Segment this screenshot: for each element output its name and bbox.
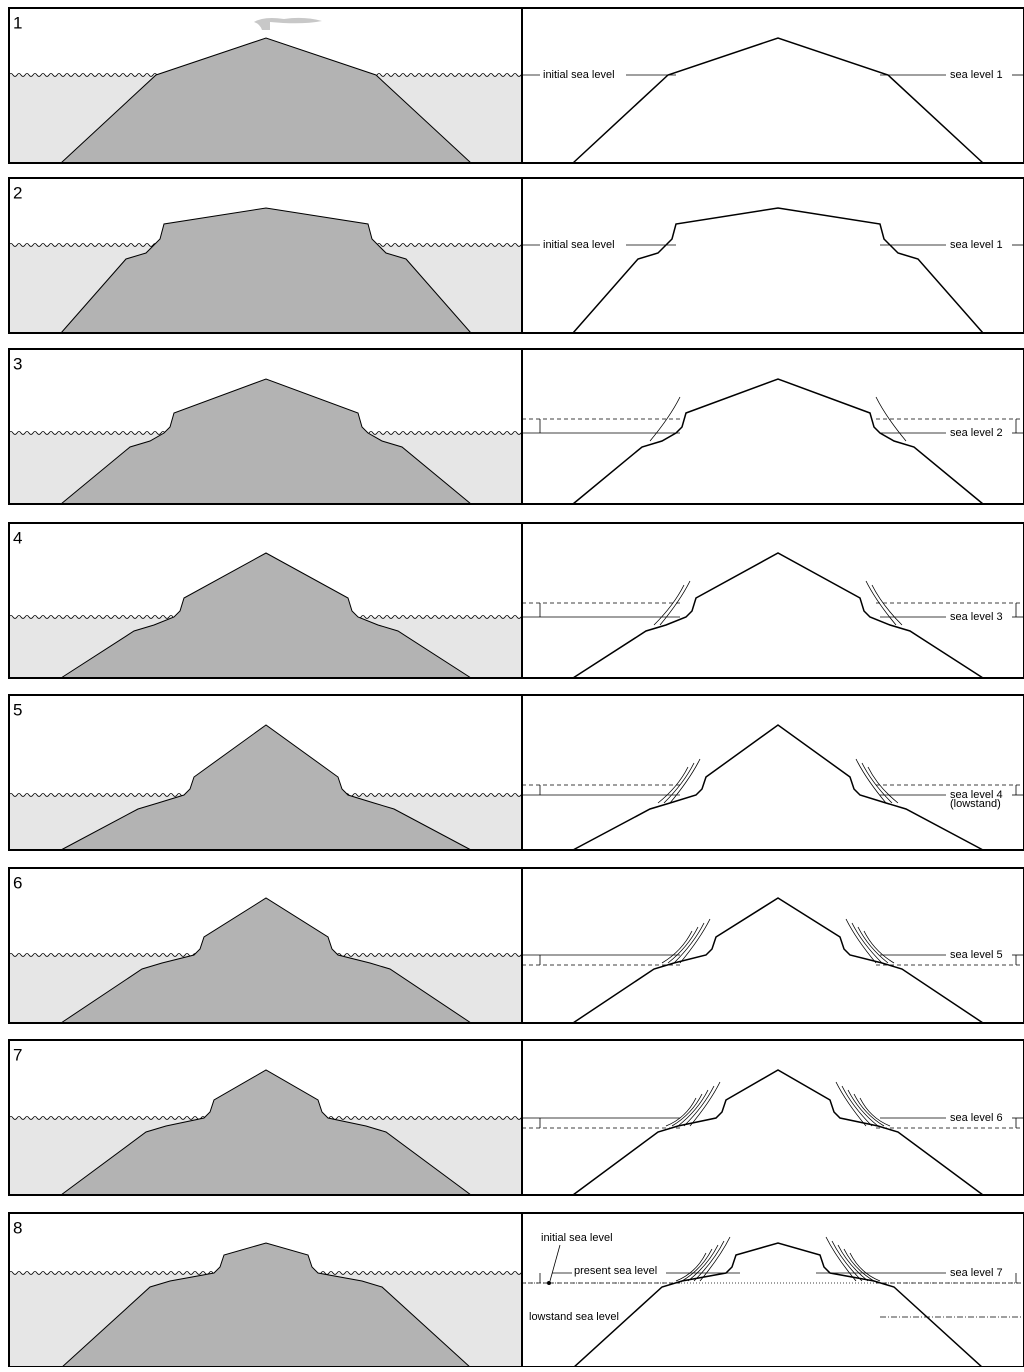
sea-level-label: lowstand sea level	[529, 1311, 619, 1323]
sea-level-label: sea level 3	[950, 611, 1003, 623]
reef-layer	[677, 1089, 709, 1127]
reef-layer	[845, 918, 877, 964]
reef-layer	[663, 762, 695, 804]
right-frame	[521, 7, 1024, 164]
sea-level-label: sea level 2	[950, 427, 1003, 439]
reef-layer	[871, 584, 903, 626]
reef-layer	[855, 758, 887, 804]
reef-layer	[699, 1236, 731, 1282]
reef-layer	[675, 1252, 707, 1282]
sea-level-label: present sea level	[574, 1265, 657, 1277]
reef-layer	[831, 1240, 863, 1282]
reef-layer	[649, 396, 681, 442]
reef-layer	[847, 1089, 879, 1127]
sea-level-label: sea level 6	[950, 1112, 1003, 1124]
panel-row: 2 initial sea level sea level 1	[8, 177, 1024, 334]
island-outline	[572, 552, 984, 679]
island-outline	[572, 207, 984, 334]
reef-layer	[863, 930, 895, 964]
sea-level-label: sea level 1	[950, 69, 1003, 81]
right-frame	[521, 348, 1024, 505]
right-frame	[521, 177, 1024, 334]
reef-layer	[861, 762, 893, 804]
reef-layer	[875, 396, 907, 442]
reef-layer	[835, 1081, 867, 1127]
panel-row: 5 sea level 4(lowstand)	[8, 694, 1024, 851]
island	[60, 724, 472, 851]
sea-level-label: sea level 4	[950, 789, 1003, 801]
reef-layer	[843, 1248, 875, 1282]
reef-layer	[837, 1244, 869, 1282]
reef-layer	[857, 926, 889, 964]
panel-row: 6 sea level 5	[8, 867, 1024, 1024]
reef-layer	[851, 922, 883, 964]
reef-layer	[841, 1085, 873, 1127]
sea-level-label: initial sea level	[543, 69, 615, 81]
reef-layer	[673, 922, 705, 964]
sea-level-label: sea level 7	[950, 1267, 1003, 1279]
reef-layer	[665, 1097, 697, 1127]
reef-layer	[825, 1236, 857, 1282]
sea-level-label: sea level 1	[950, 239, 1003, 251]
island	[59, 207, 473, 334]
panel-row: 4 sea level 3	[8, 522, 1024, 679]
panel-number: 3	[13, 354, 22, 373]
reef-layer	[669, 758, 701, 804]
panel-row: 7 sea level 6	[8, 1039, 1024, 1196]
sea-level-label: initial sea level	[543, 239, 615, 251]
reef-layer	[689, 1081, 721, 1127]
panel-number: 4	[13, 528, 22, 547]
sea-level-label: sea level 5	[950, 949, 1003, 961]
reef-layer	[681, 1248, 713, 1282]
reef-layer	[661, 930, 693, 964]
panel-number: 5	[13, 700, 22, 719]
right-frame	[521, 694, 1024, 851]
right-frame	[521, 867, 1024, 1024]
reef-layer	[859, 1097, 891, 1127]
island	[59, 1069, 473, 1196]
reef-layer	[659, 580, 691, 626]
reef-layer	[849, 1252, 881, 1282]
right-frame	[521, 1039, 1024, 1196]
reef-layer	[853, 1093, 885, 1127]
sea-level-note: (lowstand)	[950, 798, 1001, 810]
reef-layer	[683, 1085, 715, 1127]
panel-number: 2	[13, 183, 22, 202]
island	[59, 897, 473, 1024]
island-outline	[572, 378, 984, 505]
island-outline	[572, 37, 984, 164]
island	[59, 552, 473, 679]
island	[59, 378, 473, 505]
reef-layer	[679, 918, 711, 964]
panel-number: 7	[13, 1045, 22, 1064]
reef-layer	[687, 1244, 719, 1282]
sea-level-label: initial sea level	[541, 1232, 613, 1244]
panel-row: 8 initial sea level present sea level lowst…	[8, 1212, 1024, 1369]
panel-number: 1	[13, 13, 22, 32]
smoke	[254, 17, 322, 30]
panel-row: 3 sea level 2	[8, 348, 1024, 505]
panel-number: 6	[13, 873, 22, 892]
reef-layer	[671, 1093, 703, 1127]
reef-layer	[865, 580, 897, 626]
right-frame	[521, 522, 1024, 679]
reef-layer	[667, 926, 699, 964]
reef-layer	[867, 766, 899, 804]
reef-layer	[653, 584, 685, 626]
panel-number: 8	[13, 1218, 22, 1237]
leader	[549, 1244, 561, 1282]
right-frame	[521, 1212, 1024, 1368]
panel-row: 1 initial sea level sea level 1	[8, 7, 1024, 164]
reef-layer	[657, 766, 689, 804]
island	[59, 1242, 473, 1369]
reef-layer	[693, 1240, 725, 1282]
